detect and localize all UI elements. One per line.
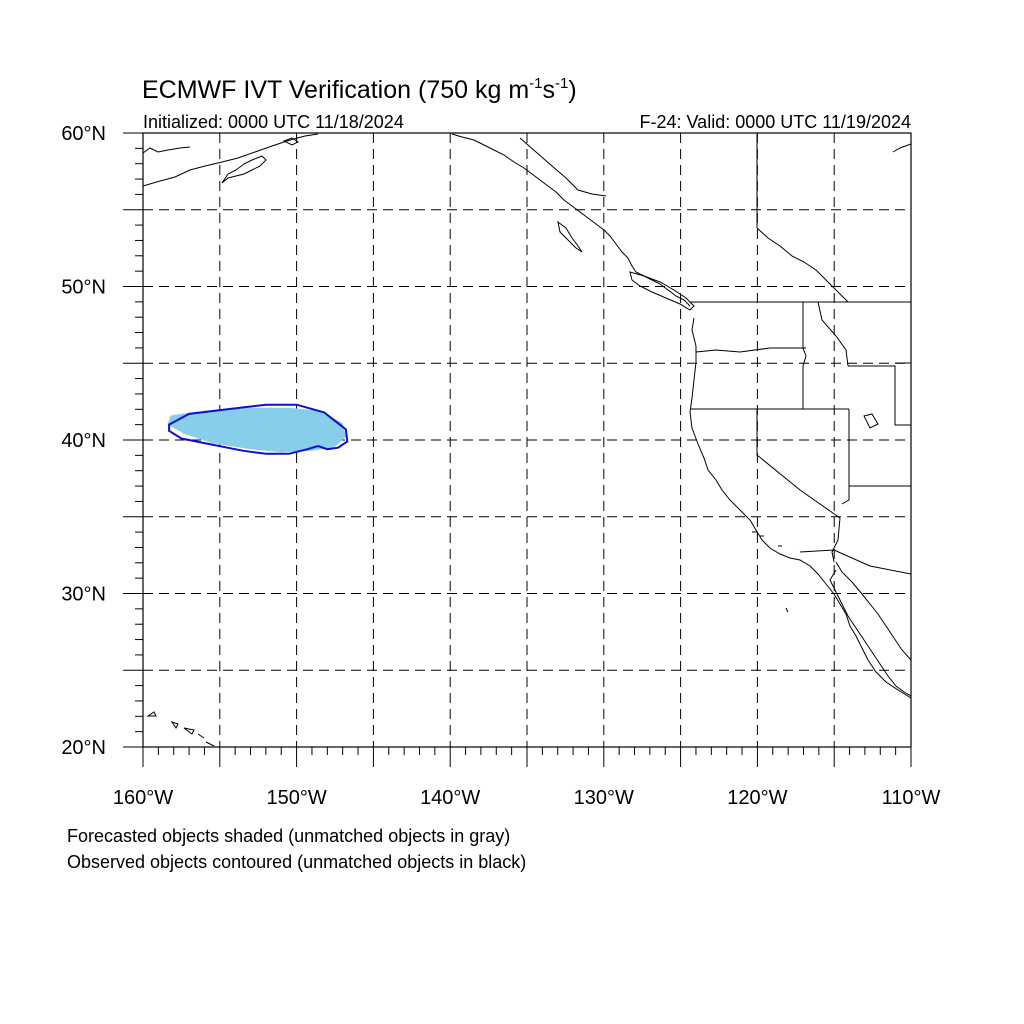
- footnote-observed: Observed objects contoured (unmatched ob…: [67, 852, 527, 872]
- vancouver-island: [629, 271, 695, 311]
- idaho-montana-border: [817, 301, 849, 367]
- bc-alberta-border: [756, 227, 849, 303]
- upper-right-coast: [892, 143, 911, 153]
- valid-time-label: F-24: Valid: 0000 UTC 11/19/2024: [640, 112, 912, 132]
- lon-label: 150°W: [266, 787, 326, 809]
- us-west-coast: [689, 317, 911, 699]
- observed-object-contour: [168, 403, 349, 455]
- lat-label: 30°N: [61, 584, 106, 606]
- kodiak-coast: [282, 137, 299, 146]
- axis-ticks: [123, 132, 912, 767]
- gulf-of-california-coast: [829, 561, 911, 697]
- lat-label: 50°N: [61, 277, 106, 299]
- great-salt-lake: [863, 413, 879, 429]
- lon-label: 160°W: [113, 787, 173, 809]
- map-title: ECMWF IVT Verification (750 kg m-1s-1): [142, 75, 577, 104]
- lat-label: 40°N: [61, 430, 106, 452]
- channel-islands: [752, 531, 789, 613]
- lon-label: 130°W: [574, 787, 634, 809]
- lat-label: 60°N: [61, 123, 106, 145]
- alaska-bc-border: [519, 137, 607, 197]
- us-mexico-border: [799, 549, 911, 575]
- hawaiian-islands: [146, 711, 215, 747]
- alaska-peninsula-coast: [143, 133, 319, 187]
- california-nevada-border: [756, 409, 841, 519]
- alaska-coast-upper: [143, 146, 267, 184]
- longitude-labels: 160°W 150°W 140°W 130°W 120°W 110°W: [113, 787, 941, 809]
- lat-label: 20°N: [61, 737, 106, 759]
- ivt-objects: [167, 403, 349, 455]
- latitude-labels: 60°N 50°N 40°N 30°N 20°N: [61, 123, 106, 759]
- wyoming-border: [848, 362, 911, 426]
- init-time-label: Initialized: 0000 UTC 11/18/2024: [143, 112, 404, 132]
- arizona-california-border: [831, 517, 841, 563]
- lon-label: 140°W: [420, 787, 480, 809]
- coastlines: [143, 133, 911, 747]
- washington-idaho-border: [802, 302, 807, 409]
- nevada-utah-border: [841, 409, 850, 505]
- forecast-object-shaded: [167, 407, 346, 453]
- southeast-alaska-coast: [451, 133, 691, 307]
- haida-gwaii: [557, 220, 583, 253]
- lon-label: 110°W: [882, 787, 941, 809]
- washington-oregon-border: [695, 347, 806, 353]
- footnote-forecast: Forecasted objects shaded (unmatched obj…: [67, 826, 511, 846]
- lon-label: 120°W: [727, 787, 787, 809]
